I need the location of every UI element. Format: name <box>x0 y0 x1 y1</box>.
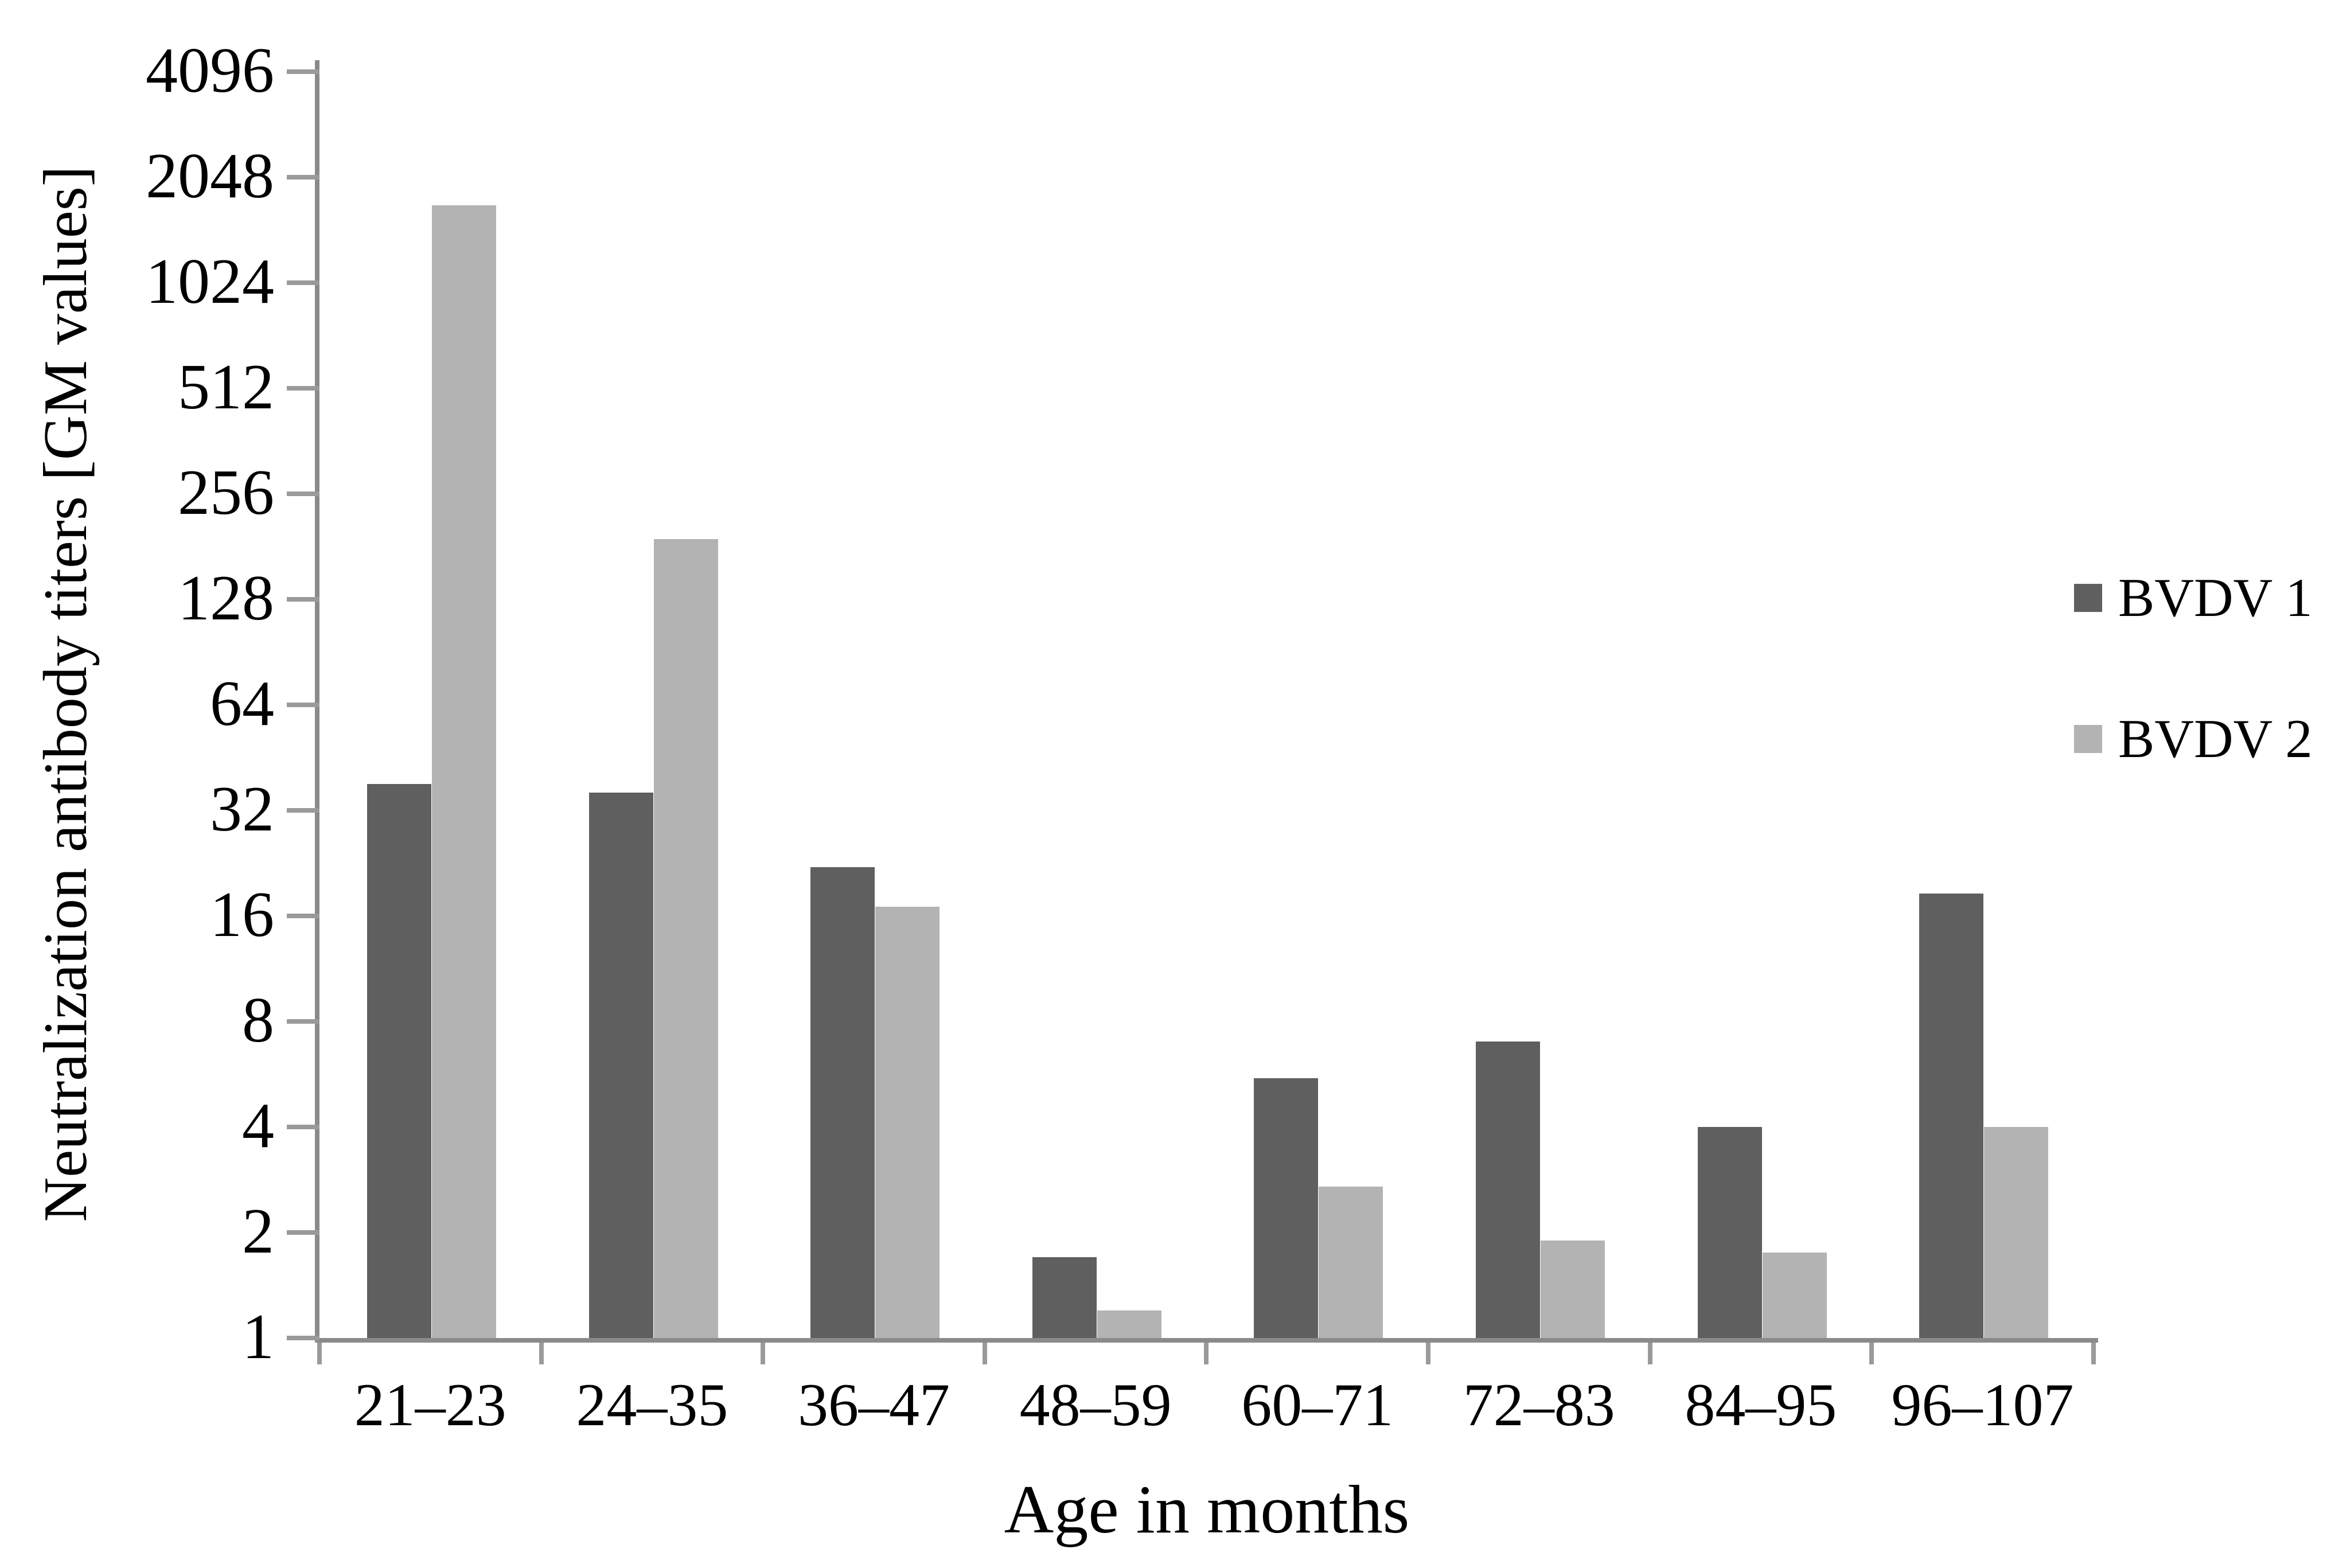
legend-label: BVDV 2 <box>2118 708 2313 769</box>
x-category-label: 48–59 <box>1019 1371 1172 1438</box>
y-tick-label: 8 <box>242 985 274 1056</box>
bar-bvdv1-72–83 <box>1476 1042 1540 1338</box>
y-axis-tick <box>287 69 319 74</box>
bar-bvdv1-60–71 <box>1254 1078 1319 1338</box>
x-axis-tick <box>761 1343 766 1364</box>
y-tick-label: 2 <box>242 1196 274 1267</box>
bar-bvdv2-60–71 <box>1319 1187 1383 1338</box>
x-category-label: 24–35 <box>576 1371 728 1438</box>
bar-bvdv2-21–23 <box>432 205 496 1338</box>
bar-bvdv2-24–35 <box>653 539 718 1338</box>
x-category-label: 21–23 <box>354 1371 506 1438</box>
x-axis-tick <box>1204 1343 1209 1364</box>
y-axis-tick <box>287 1230 319 1235</box>
y-axis-tick <box>287 914 319 918</box>
y-tick-label: 64 <box>210 668 274 739</box>
bar-bvdv1-96–107 <box>1919 894 1984 1338</box>
y-tick-label: 2048 <box>146 141 274 212</box>
y-axis-tick <box>287 175 319 180</box>
x-axis-tick <box>1647 1343 1652 1364</box>
bar-bvdv2-36–47 <box>875 907 940 1338</box>
y-axis-tick <box>287 280 319 285</box>
bar-bvdv2-96–107 <box>1984 1127 2049 1338</box>
y-tick-label: 16 <box>210 879 274 950</box>
x-category-label: 60–71 <box>1241 1371 1394 1438</box>
bar-bvdv1-24–35 <box>588 793 653 1338</box>
x-axis-tick <box>2091 1343 2096 1364</box>
y-axis-tick <box>287 1019 319 1024</box>
y-tick-label: 256 <box>178 457 274 528</box>
y-axis-line <box>315 60 319 1343</box>
y-axis-tick <box>287 1125 319 1129</box>
y-tick-label: 128 <box>178 563 274 634</box>
x-axis-line <box>315 1338 2098 1343</box>
x-axis-tick <box>539 1343 544 1364</box>
bar-bvdv1-48–59 <box>1032 1257 1097 1338</box>
x-category-label: 84–95 <box>1685 1371 1837 1438</box>
legend-entry-bvdv1: BVDV 1 <box>2074 569 2313 626</box>
x-category-label: 96–107 <box>1891 1371 2074 1438</box>
y-axis-tick <box>287 386 319 391</box>
y-axis-tick <box>287 1336 319 1340</box>
y-tick-label: 1024 <box>146 246 274 317</box>
legend-swatch-icon <box>2074 583 2102 612</box>
y-tick-label: 4096 <box>146 35 274 106</box>
legend-entry-bvdv2: BVDV 2 <box>2074 710 2313 767</box>
legend-label: BVDV 1 <box>2118 567 2313 628</box>
x-axis-tick <box>317 1343 322 1364</box>
bar-bvdv1-21–23 <box>367 784 431 1338</box>
legend-swatch-icon <box>2074 724 2102 753</box>
y-axis-tick <box>287 808 319 813</box>
x-category-label: 72–83 <box>1463 1371 1615 1438</box>
x-axis-tick <box>1426 1343 1430 1364</box>
x-axis-tick <box>1869 1343 1874 1364</box>
y-axis-tick <box>287 492 319 496</box>
bar-bvdv2-84–95 <box>1762 1253 1827 1338</box>
x-category-label: 36–47 <box>798 1371 950 1438</box>
bar-bvdv2-48–59 <box>1097 1310 1161 1338</box>
y-axis-tick <box>287 703 319 707</box>
bar-bvdv2-72–83 <box>1541 1241 1605 1338</box>
bar-bvdv1-84–95 <box>1697 1127 1762 1338</box>
y-tick-label: 512 <box>178 352 274 423</box>
bar-bvdv1-36–47 <box>810 867 875 1338</box>
x-axis-tick <box>982 1343 987 1364</box>
y-axis-tick <box>287 597 319 602</box>
y-tick-label: 32 <box>210 774 274 845</box>
y-tick-label: 4 <box>242 1090 274 1161</box>
y-tick-label: 1 <box>242 1301 274 1372</box>
x-axis-title: Age in months <box>1004 1471 1410 1547</box>
